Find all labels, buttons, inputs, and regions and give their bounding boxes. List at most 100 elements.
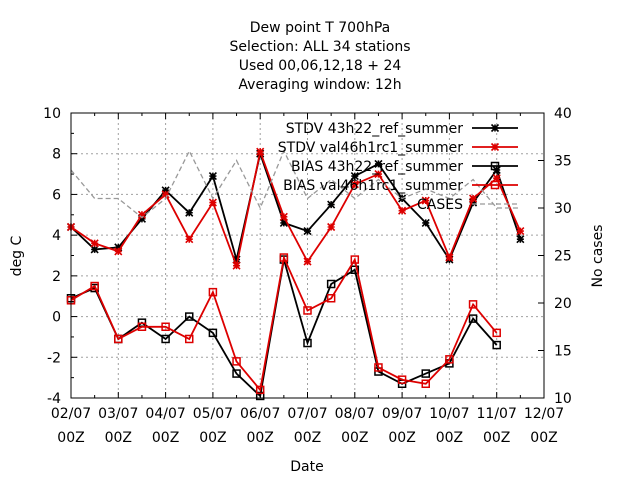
data-point [468,300,478,309]
series [66,147,525,401]
x-tick-label: 05/07 [193,406,233,422]
data-point [327,200,336,209]
data-point [185,235,194,244]
data-point [350,180,359,189]
data-point [350,255,360,264]
data-point [421,218,430,227]
data-point [208,198,217,207]
y2-tick-label: 25 [554,249,572,265]
data-point [445,253,454,262]
data-point [232,369,241,378]
x-tick-label: 00Z [530,430,557,446]
data-point [492,174,501,183]
data-point [492,340,501,350]
chart-title-line: Dew point T 700hPa [250,20,390,36]
legend-marker [490,142,500,152]
data-point [326,294,336,303]
chart-title-line: Selection: ALL 34 stations [229,39,410,55]
grid [71,113,544,398]
data-point [468,314,478,323]
data-point [90,281,99,291]
data-point [350,265,360,274]
series-line [70,148,522,269]
data-point [303,257,312,266]
chart-title: Dew point T 700hPa Selection: ALL 34 stat… [229,20,410,93]
series-2 [66,255,501,401]
y2-tick-label: 30 [554,201,572,217]
data-point [326,279,336,289]
data-point [161,334,170,344]
data-point [421,379,430,388]
x-axis: 02/07 00Z 03/07 00Z 04/07 00Z 05/07 00Z 06/07 00Z… [51,113,564,446]
y2-tick-label: 20 [554,296,572,312]
y-tick-label: 2 [52,269,61,285]
x-tick-label: 02/07 [51,406,91,422]
series-3 [66,253,501,395]
data-point [114,243,123,252]
series-line [70,149,521,219]
data-point [279,212,288,221]
data-point [185,334,194,344]
y2-tick-label: 35 [554,154,572,170]
data-point [161,186,170,195]
data-point [397,375,407,384]
data-point [232,261,241,270]
data-point [516,235,525,244]
data-point [327,222,336,232]
data-point [516,227,525,236]
data-point [232,255,241,264]
y-tick-label: 8 [52,147,61,163]
data-point [90,245,99,254]
y2-axis: 10 15 20 25 30 35 40 [538,106,572,407]
data-point [468,198,478,207]
legend-label: STDV val46h1rc1_summer [278,140,463,156]
x-tick-label: 00Z [436,430,463,446]
y-tick-label: 4 [52,228,61,244]
x-tick-label: 00Z [57,430,84,446]
legend-marker [490,180,500,190]
x-tick-label: 07/07 [287,406,327,422]
x-tick-label: 03/07 [98,406,138,422]
x-tick-label: 06/07 [240,406,280,422]
legend-label: BIAS 43h22_ref_summer [291,159,463,175]
y2-tick-label: 15 [554,344,572,360]
y2-tick-label: 10 [554,391,572,407]
y2-tick-label: 40 [554,106,572,122]
x-tick-label: 00Z [483,430,510,446]
x-tick-label: 10/07 [429,406,469,422]
x-tick-label: 04/07 [145,406,185,422]
legend: STDV 43h22_ref_summer STDV val46h1rc1_sum… [278,121,518,213]
x-tick-label: 00Z [199,430,226,446]
y2-axis-label: No cases [590,225,606,288]
data-point [468,194,478,203]
data-point [374,363,383,372]
y-tick-label: 10 [43,106,61,122]
data-point [279,253,289,262]
x-tick-label: 00Z [341,430,368,446]
x-tick-label: 00Z [294,430,321,446]
series-line [70,254,498,392]
data-point [114,247,123,256]
data-point [279,218,288,227]
data-point [350,172,359,181]
y-axis-label: deg C [9,235,25,276]
x-tick-label: 11/07 [477,406,517,422]
data-point [137,210,147,219]
y-tick-label: -2 [47,350,61,366]
data-point [161,190,170,199]
plot-frame [70,112,545,399]
data-point [492,328,501,338]
x-tick-label: 00Z [152,430,179,446]
data-point [161,322,170,331]
chart-title-line: Used 00,06,12,18 + 24 [239,58,402,74]
data-point [303,306,312,315]
data-point [137,322,147,331]
data-point [374,159,383,168]
data-point [421,196,430,205]
data-point [255,385,265,395]
data-point [256,147,265,156]
x-tick-label: 08/07 [335,406,375,422]
data-point [445,355,454,364]
